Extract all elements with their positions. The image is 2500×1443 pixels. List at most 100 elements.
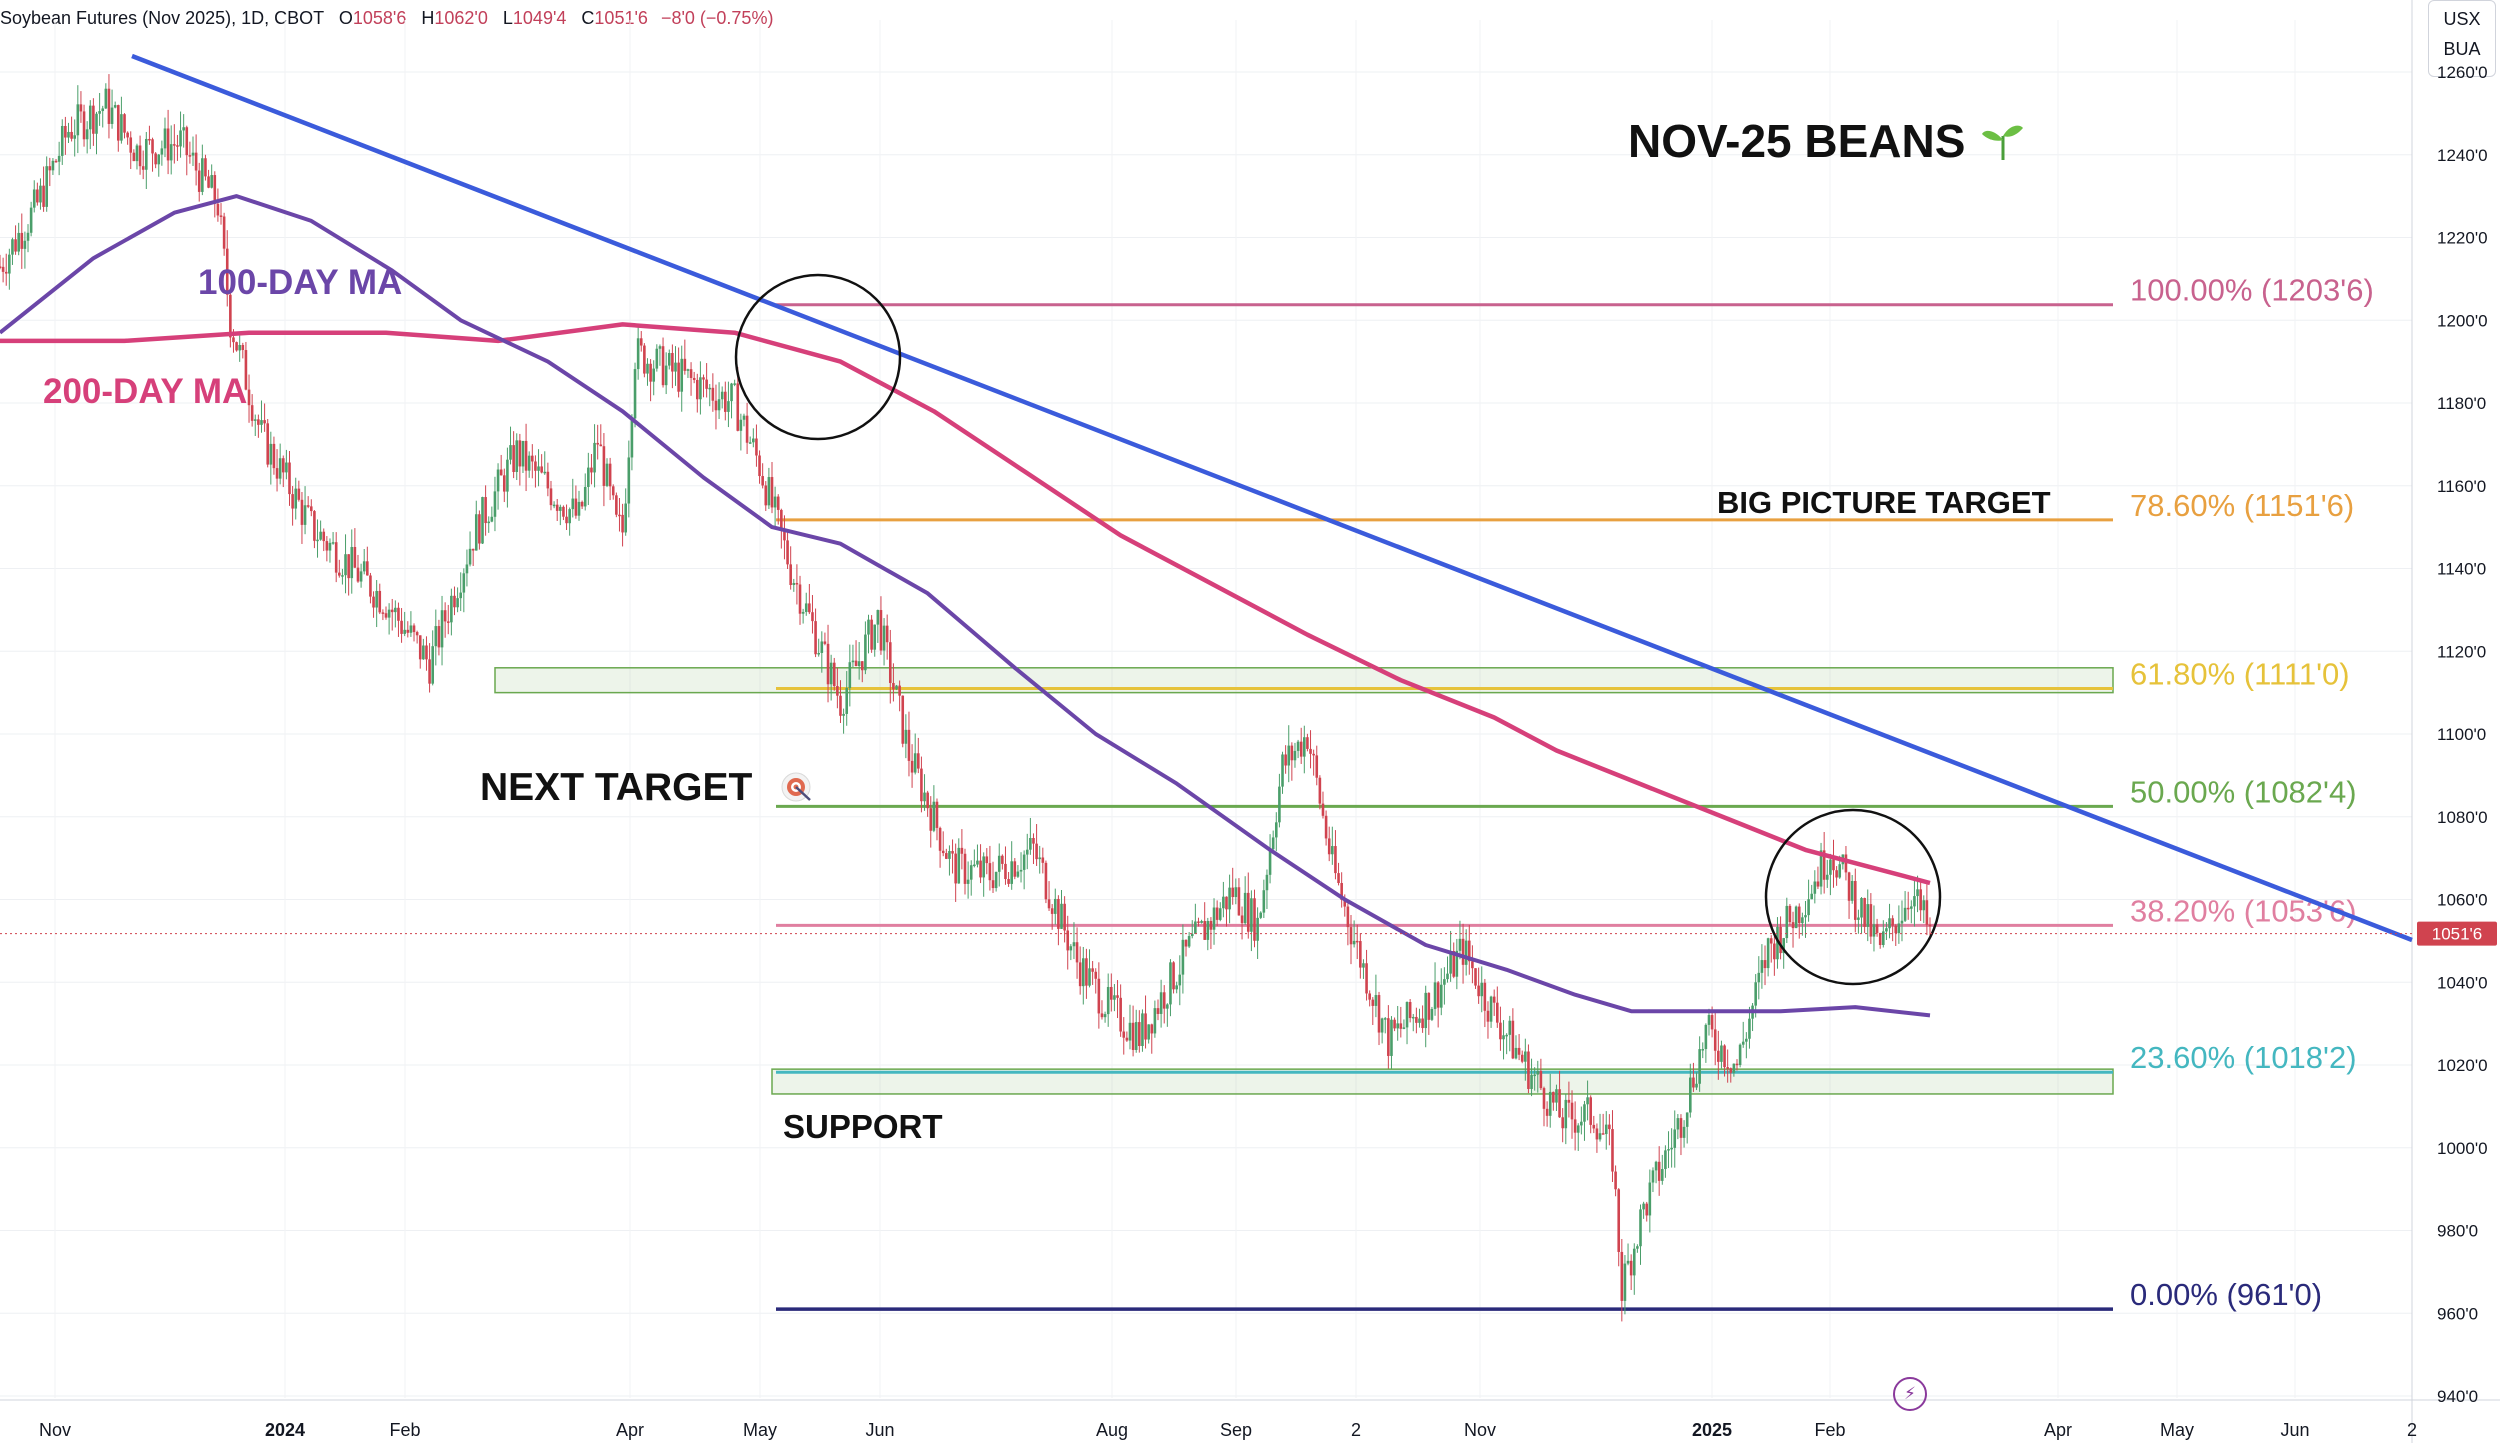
candle-body [257,419,260,425]
candle-body [1885,928,1888,932]
candle-body [294,488,298,509]
candle-body [845,688,849,714]
candle-body [1564,1099,1568,1129]
candle-body [288,462,291,495]
candle-body [969,865,973,880]
candle-body [1337,873,1340,884]
x-tick-label: Feb [1814,1420,1845,1440]
candle-body [334,542,338,573]
candle-body [829,662,833,685]
open-value: 1058'6 [352,8,407,28]
candle-body [854,660,858,667]
candle-body [920,768,923,802]
candle-body [1125,1037,1129,1041]
candle-body [935,801,939,828]
candle-body [1274,822,1278,838]
candle-body [499,469,503,476]
candle-body [440,610,444,648]
candle-body [474,514,478,551]
candle-body [1365,963,1368,994]
candle-body [1396,1023,1399,1029]
candle-body [864,634,867,671]
candle-body [599,444,603,447]
candle-body [260,420,263,425]
candle-body [1181,939,1185,975]
candle-body [1340,883,1343,900]
candle-body [1032,838,1035,844]
candle-body [571,498,575,510]
candle-body [1695,1083,1698,1088]
candle-body [1583,1104,1586,1122]
big-picture-target-label: BIG PICTURE TARGET [1717,485,2051,520]
candle-body [624,503,627,533]
candle-body [1511,1020,1515,1059]
candle-body [431,646,434,684]
y-tick-label: 1120'0 [2437,642,2486,661]
candle-body [587,467,590,487]
candle-body [1256,917,1259,941]
candle-body [266,423,270,465]
candle-body [1209,920,1213,930]
candle-body [882,625,886,651]
candle-body [1614,1171,1617,1190]
downtrend-line [131,53,2413,943]
candle-body [870,619,873,650]
candle-body [481,497,484,544]
candle-body [26,232,30,241]
candle-body [913,753,917,773]
candle-body [29,207,33,233]
candle-body [783,530,786,541]
candle-body [1293,750,1297,761]
candle-body [521,440,525,467]
candle-body [646,363,649,374]
candle-body [1461,938,1465,965]
high-label: H [421,8,435,28]
candle-body [468,548,472,565]
lightning-icon[interactable]: ⚡ [1893,1377,1927,1411]
candle-body [1888,918,1891,929]
candle-body [1334,846,1337,874]
candle-body [1452,951,1456,977]
x-tick-label: Jun [865,1420,894,1440]
candle-body [1091,968,1094,972]
candle-body [415,632,419,636]
candle-body [1632,1248,1636,1276]
candle-body [549,488,553,506]
candle-body [1508,1020,1512,1035]
candle-body [1306,737,1309,749]
candle-body [811,612,814,622]
candle-body [406,629,410,633]
candle-body [378,590,382,613]
candle-body [67,131,70,138]
candle-body [574,498,578,516]
candle-body [132,152,136,162]
candle-body [185,127,189,156]
low-value: 1049'4 [512,8,567,28]
candle-body [197,170,201,192]
candle-body [459,592,463,599]
candle-body [1010,861,1013,884]
candle-body [11,239,14,255]
candle-body [1467,940,1471,962]
candle-body [1178,974,1182,986]
candle-body [994,871,998,889]
candle-body [238,345,241,351]
candle-body [770,477,774,508]
candle-body [194,152,198,171]
fib-label: 50.00% (1082'4) [2130,774,2357,809]
candle-body [851,660,855,663]
candle-body [359,571,363,582]
candle-body [1029,838,1032,850]
candle-body [1704,1024,1708,1050]
candle-body [496,469,500,492]
candle-body [1349,927,1353,945]
candle-body [1570,1102,1574,1120]
candle-body [1,266,5,272]
candle-body [801,611,805,614]
candle-body [403,629,406,634]
candle-body [1720,1045,1723,1062]
candle-body [559,506,562,511]
candle-body [1234,887,1238,898]
unit-selector[interactable]: USX BUA [2428,0,2496,77]
